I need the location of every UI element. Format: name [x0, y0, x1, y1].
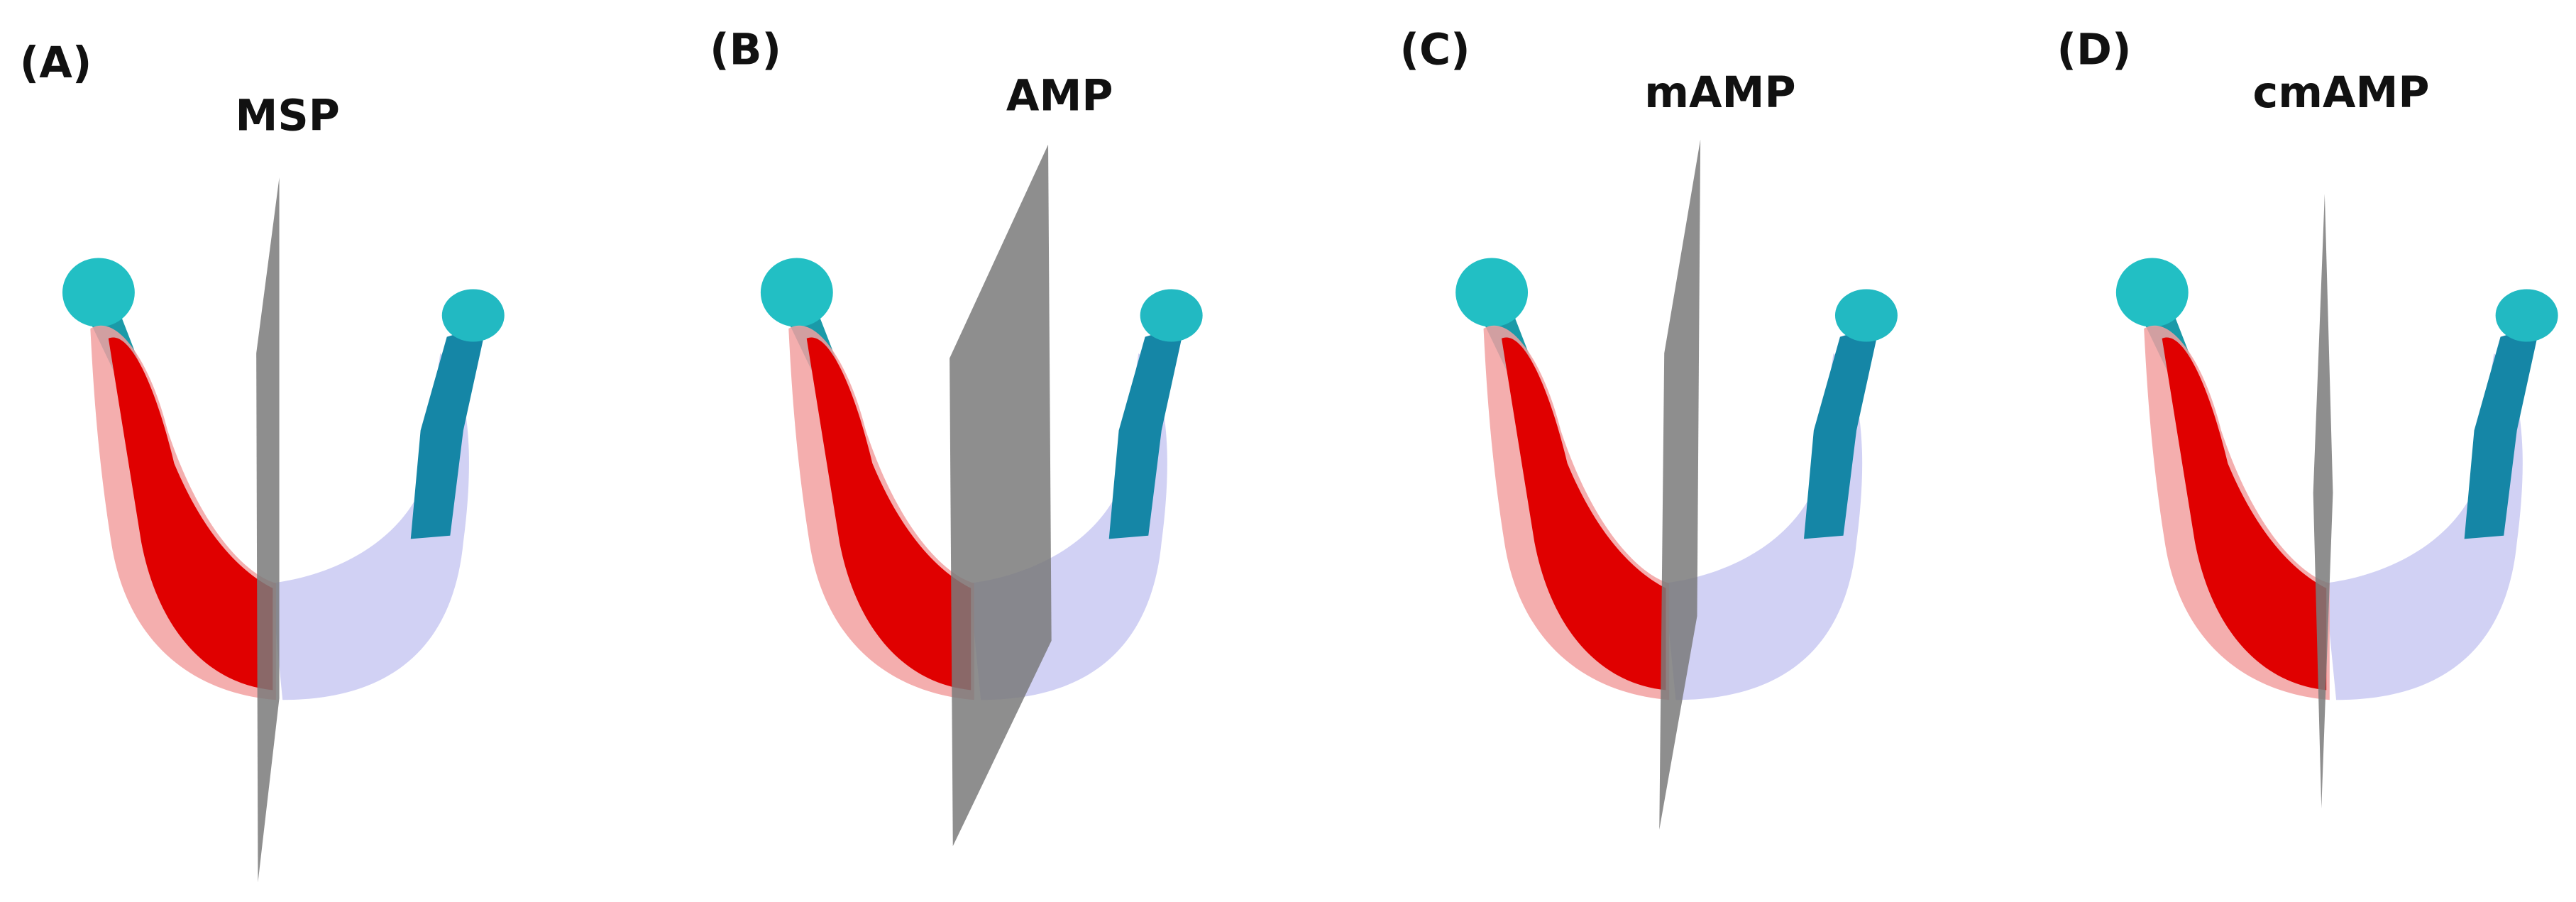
panel-title: mAMP: [1644, 68, 1795, 118]
plane: [2313, 194, 2333, 809]
right-condyle: [1140, 289, 1203, 342]
mandible-right: [2324, 353, 2523, 700]
panel-title: cmAMP: [2253, 68, 2430, 118]
panel-label: (A): [20, 38, 92, 88]
figure-content: (A) MSP (B) AMP (C) mAMP (D) cmAMP: [20, 26, 2558, 883]
left-condyle: [1455, 258, 1529, 327]
right-ramus: [1108, 325, 1185, 539]
panel: (B) AMP: [710, 26, 1203, 847]
right-condyle: [2495, 289, 2558, 342]
panel-label: (D): [2057, 26, 2132, 75]
mandible-left: [2162, 337, 2327, 691]
panel-label: (B): [710, 26, 781, 75]
panel: (D) cmAMP: [2057, 26, 2558, 809]
panel-title: AMP: [1006, 71, 1113, 121]
mandible-right: [1664, 353, 1863, 700]
right-condyle: [441, 289, 505, 342]
mandible-left: [806, 337, 971, 691]
mandible-left: [1502, 337, 1666, 691]
plane: [256, 177, 280, 883]
panel: (C) mAMP: [1399, 26, 1898, 830]
right-ramus: [1803, 325, 1880, 539]
panel: (A) MSP: [20, 38, 505, 883]
right-ramus: [410, 325, 487, 539]
left-condyle: [62, 258, 135, 327]
right-ramus: [2464, 325, 2541, 539]
left-condyle: [2115, 258, 2189, 327]
mandible-right: [270, 353, 469, 700]
panel-label: (C): [1399, 26, 1470, 75]
plane: [1659, 139, 1701, 830]
mandible-left: [108, 337, 273, 691]
left-condyle: [760, 258, 833, 327]
plane: [950, 144, 1052, 847]
panel-title: MSP: [235, 91, 339, 141]
right-condyle: [1834, 289, 1898, 342]
